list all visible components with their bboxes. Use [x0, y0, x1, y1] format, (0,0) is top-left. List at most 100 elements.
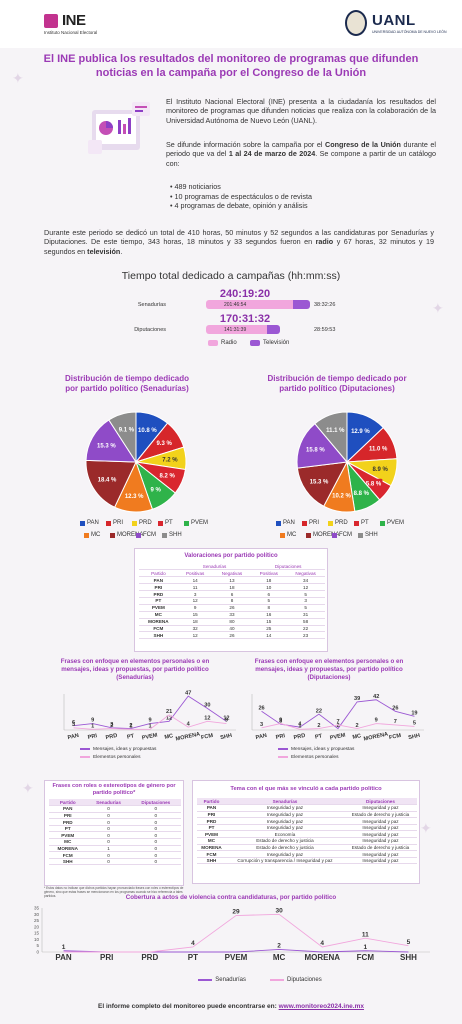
y-tick-label: 15 [34, 931, 40, 936]
data-label: 7 [336, 719, 339, 725]
y-tick-label: 5 [36, 943, 39, 948]
data-label: 29 [232, 909, 240, 916]
data-label: 3 [110, 722, 113, 728]
x-tick-label: MC [352, 733, 362, 741]
data-label: 3 [72, 722, 75, 728]
table-row: PT 0 0 [49, 825, 181, 833]
data-label: 6 [72, 720, 75, 726]
table-cell: 12 [286, 583, 325, 592]
legend-label: Mensajes, ideas y propuestas [291, 746, 355, 752]
table-cell: PVEM [49, 831, 87, 840]
table-cell: PRI [49, 812, 87, 820]
table-row: MC 15 33 16 31 [139, 611, 325, 619]
slice-label-bg [364, 478, 383, 487]
table-cell: 12 [177, 597, 213, 605]
x-tick-label: PT [127, 733, 136, 740]
pie-slice-label: 9 % [151, 488, 162, 494]
legend-swatch [270, 979, 284, 981]
legend-label: PRI [309, 520, 320, 526]
table-cell: FCM [139, 625, 178, 633]
series-line [73, 695, 227, 730]
table-cell: Inseguridad y paz [226, 811, 344, 819]
legend-item: Diputaciones [270, 977, 322, 983]
legend-item-pt: PT [158, 520, 173, 526]
legend-label: PAN [283, 520, 295, 526]
table-row: PRI 11 18 10 12 [139, 583, 325, 592]
legend-swatch [332, 532, 337, 538]
legend-item-morena: MORENA [306, 532, 339, 538]
legend-label: MC [287, 532, 297, 538]
diputaciones-bar: 141:31:39 [206, 325, 310, 334]
slice-label-bg [352, 488, 371, 497]
column-header: Positivas [177, 569, 213, 578]
table-cell: PRI [139, 583, 178, 592]
x-tick-label: PVEM [329, 732, 346, 741]
legend-item: Mensajes, ideas y propuestas [278, 745, 418, 753]
table-cell: 0 [130, 845, 181, 853]
tv-legend-swatch [250, 340, 260, 346]
legend-item-fcm: FCM [332, 532, 352, 538]
table-cell: Inseguridad y paz [343, 857, 417, 865]
data-label: 9 [91, 718, 94, 724]
intro-paragraph: El Instituto Nacional Electoral (INE) pr… [166, 97, 436, 125]
table-row: PAN 14 13 18 34 [139, 576, 325, 585]
sparkle-icon: ✦ [22, 780, 34, 796]
column-header: Positivas [251, 569, 287, 578]
y-tick-label: 10 [34, 937, 40, 942]
table-row: FCM 32 40 25 22 [139, 625, 325, 633]
table-cell: 0 [86, 818, 131, 826]
table-cell: Inseguridad y paz [343, 830, 417, 839]
data-label: 30 [204, 703, 210, 709]
legend-swatch [276, 520, 281, 526]
table-cell: Economía [226, 830, 344, 839]
table-cell: SHH [139, 631, 178, 640]
table-cell: 32 [177, 625, 213, 633]
senadurias-total: 240:19:20 [219, 288, 271, 300]
table-cell: MC [49, 838, 87, 846]
pie-senadurias-title: Distribución de tiempo dedicado por part… [64, 374, 189, 393]
x-tick-label: SHH [220, 733, 233, 741]
table-cell: 0 [86, 838, 131, 846]
legend-label: PVEM [191, 520, 209, 526]
tema-title: Tema con el que más se vinculó a cada pa… [230, 786, 382, 792]
table-cell: Inseguridad y paz [226, 850, 344, 858]
column-header: Diputaciones [343, 798, 417, 806]
legend-swatch [328, 520, 333, 526]
table-cell: Inseguridad y paz [226, 817, 344, 825]
pie-slice-label: 9.3 % [156, 441, 172, 447]
legend-item-pvem: PVEM [184, 520, 208, 526]
legend-swatch [278, 748, 288, 750]
legend-label: PRD [139, 520, 152, 526]
legend-item-prd: PRD [328, 520, 348, 526]
legend-swatch [136, 532, 141, 538]
data-label: 2 [129, 723, 132, 729]
legend-item: Elementos personales [80, 753, 220, 761]
data-label: 9 [225, 718, 228, 724]
table-cell: 58 [286, 618, 325, 626]
x-tick-label: PT [188, 953, 198, 962]
data-label: 1 [62, 944, 66, 951]
data-label: 2 [110, 723, 113, 729]
dashboard-illustration-icon [88, 102, 150, 154]
legend-label: Elementos personales [93, 754, 141, 760]
table-cell: 0 [130, 831, 181, 840]
tema-table: Partido Senadurías Diputaciones PAN Insegur… [197, 798, 417, 865]
table-cell: 3 [286, 597, 325, 605]
slice-label-bg [117, 424, 136, 433]
table-cell: Estado de derecho y justicia [343, 844, 417, 852]
x-tick-label: PAN [255, 733, 267, 741]
table-row: PRD Inseguridad y paz Inseguridad y paz [197, 817, 417, 825]
series-line [63, 913, 409, 953]
table-cell: 80 [212, 618, 252, 626]
page-title: El INE publica los resultados del monito… [43, 53, 419, 79]
report-link[interactable]: www.monitoreo2024.ine.mx [278, 1003, 364, 1010]
pie-diputaciones-title: Distribución de tiempo dedicado por part… [267, 374, 407, 393]
radio-legend-label: Radio [221, 340, 237, 346]
ine-logo-text: INE [62, 12, 86, 29]
table-row: PVEM 9 26 8 5 [139, 604, 325, 612]
table-cell: 0 [86, 858, 131, 866]
legend-item: Senadurías [198, 977, 246, 983]
uanl-seal-icon [345, 10, 367, 36]
